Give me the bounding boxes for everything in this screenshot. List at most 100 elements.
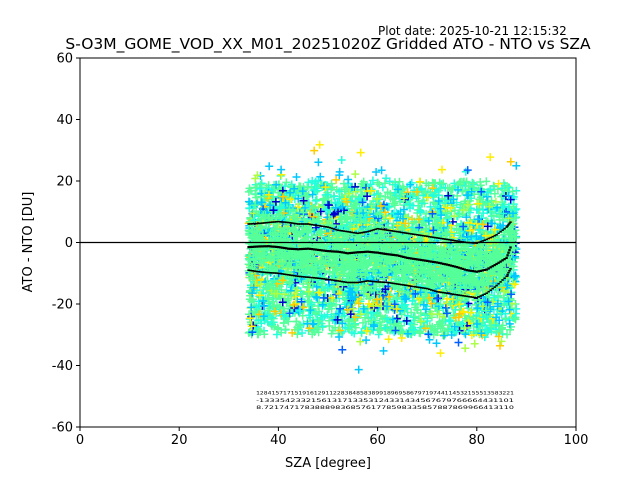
scatter-point xyxy=(343,305,352,314)
scatter-point xyxy=(497,282,506,291)
scatter-point xyxy=(477,187,486,196)
scatter-point xyxy=(356,148,365,157)
scatter-point xyxy=(328,285,337,293)
scatter-point xyxy=(344,175,353,184)
scatter-point xyxy=(446,317,455,326)
scatter-point xyxy=(287,291,295,300)
scatter-point xyxy=(505,234,514,243)
scatter-point xyxy=(464,218,473,227)
scatter-point xyxy=(464,200,473,209)
scatter-point xyxy=(279,310,287,319)
scatter-point xyxy=(372,168,381,176)
scatter-point xyxy=(278,276,287,285)
scatter-point xyxy=(252,207,261,216)
scatter-point xyxy=(356,337,365,346)
scatter-point xyxy=(311,196,320,205)
scatter-point xyxy=(381,215,390,224)
scatter-point xyxy=(444,191,453,200)
scatter-point xyxy=(246,314,255,323)
scatter-point xyxy=(279,192,288,201)
scatter-point xyxy=(389,199,398,208)
scatter-point xyxy=(318,322,327,331)
scatter-point xyxy=(304,258,313,267)
scatter-point xyxy=(270,322,279,331)
scatter-point xyxy=(446,244,455,253)
scatter-point xyxy=(257,179,266,188)
scatter-point xyxy=(485,260,493,269)
scatter-point xyxy=(478,302,487,311)
scatter-point xyxy=(330,192,339,201)
scatter-point xyxy=(415,229,424,238)
scatter-point xyxy=(345,207,354,216)
scatter-point xyxy=(436,349,445,358)
scatter-point xyxy=(508,187,517,196)
scatter-point xyxy=(308,233,317,242)
scatter-point xyxy=(462,213,471,222)
scatter-point xyxy=(290,184,299,193)
scatter-point xyxy=(303,282,312,291)
scatter-point xyxy=(364,317,373,326)
scatter-point xyxy=(356,186,365,194)
scatter-point xyxy=(337,156,346,164)
scatter-point xyxy=(473,215,482,224)
scatter-point xyxy=(347,270,356,279)
scatter-point xyxy=(311,309,320,317)
scatter-point xyxy=(472,287,481,296)
scatter-point xyxy=(417,184,426,193)
scatter-point xyxy=(489,211,498,220)
scatter-point xyxy=(344,317,353,326)
scatter-point xyxy=(362,326,371,335)
scatter-point xyxy=(333,199,342,208)
scatter-point xyxy=(325,216,334,225)
scatter-point xyxy=(381,192,390,201)
scatter-point xyxy=(381,323,390,332)
scatter-point xyxy=(311,204,320,212)
scatter-point xyxy=(281,325,290,334)
scatter-point xyxy=(339,282,348,291)
scatter-point xyxy=(391,326,400,335)
scatter-point xyxy=(247,312,256,321)
scatter-point xyxy=(409,325,418,334)
scatter-point xyxy=(340,230,349,239)
scatter-point xyxy=(368,176,377,185)
scatter-point xyxy=(434,197,443,205)
scatter-point xyxy=(317,228,326,237)
scatter-point xyxy=(422,179,431,188)
scatter-point xyxy=(246,186,255,195)
scatter-point xyxy=(271,225,280,234)
scatter-point xyxy=(308,190,317,199)
scatter-point xyxy=(296,306,304,315)
scatter-point xyxy=(399,214,407,223)
scatter-point xyxy=(440,331,448,340)
scatter-point xyxy=(299,196,308,205)
scatter-point xyxy=(305,311,314,320)
scatter-point xyxy=(482,306,490,315)
scatter-point xyxy=(244,226,253,235)
scatter-point xyxy=(441,303,450,312)
scatter-point xyxy=(376,202,385,210)
scatter-point xyxy=(297,297,306,306)
scatter-point xyxy=(401,219,410,228)
scatter-point xyxy=(443,229,452,238)
scatter-point xyxy=(396,328,405,337)
scatter-point xyxy=(269,206,278,215)
scatter-point xyxy=(459,222,468,231)
scatter-point xyxy=(402,316,411,325)
scatter-point xyxy=(512,233,520,242)
scatter-point xyxy=(474,291,483,300)
scatter-point xyxy=(394,209,403,218)
scatter-point xyxy=(305,324,314,333)
scatter-point xyxy=(253,223,262,232)
scatter-point xyxy=(414,197,423,206)
scatter-point xyxy=(335,333,344,341)
scatter-point xyxy=(456,274,465,283)
scatter-point xyxy=(455,309,464,318)
scatter-point xyxy=(483,298,492,307)
scatter-point xyxy=(369,301,378,310)
scatter-point xyxy=(432,339,441,348)
scatter-point xyxy=(379,346,388,355)
scatter-point xyxy=(331,203,340,212)
scatter-point xyxy=(499,209,508,218)
scatter-point xyxy=(255,291,264,300)
scatter-point xyxy=(292,173,301,181)
